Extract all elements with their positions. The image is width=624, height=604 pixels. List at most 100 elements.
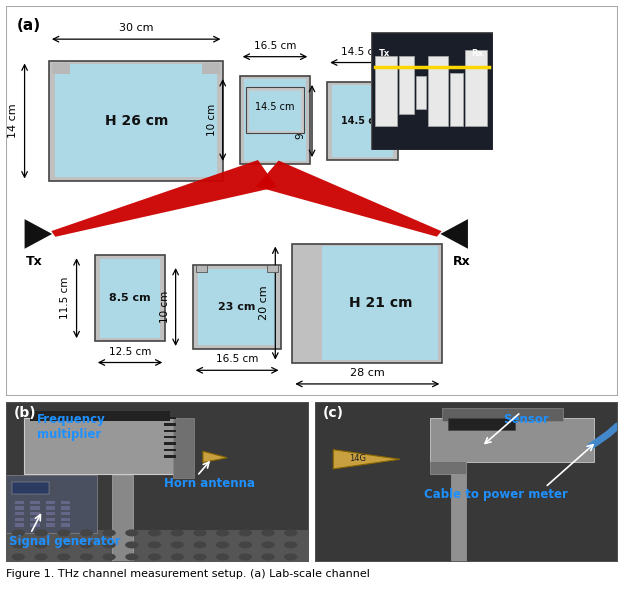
Bar (49, 60, 223, 181)
Text: Horn antenna: Horn antenna (163, 477, 255, 490)
Bar (332, 85, 392, 157)
Bar (430, 461, 466, 474)
Bar (61, 507, 70, 510)
Circle shape (12, 541, 25, 548)
Bar (375, 56, 397, 126)
Bar (31, 518, 39, 521)
Circle shape (34, 529, 47, 536)
Bar (293, 243, 442, 362)
Bar (12, 482, 49, 495)
Text: 30 cm: 30 cm (119, 24, 154, 33)
Bar (31, 501, 39, 504)
Bar (442, 408, 563, 421)
Bar (163, 449, 176, 451)
Text: Rx: Rx (471, 48, 483, 57)
Polygon shape (256, 161, 442, 237)
Bar (31, 507, 39, 510)
Bar (6, 475, 97, 533)
Bar (24, 418, 176, 474)
Bar (163, 455, 176, 458)
Circle shape (170, 541, 184, 548)
Bar (429, 56, 448, 126)
Bar (163, 443, 176, 445)
Text: 20 cm: 20 cm (259, 286, 269, 320)
Bar (163, 429, 176, 432)
Text: 14G: 14G (349, 454, 366, 463)
Text: (c): (c) (323, 406, 344, 420)
Text: Cable to power meter: Cable to power meter (424, 488, 568, 501)
Circle shape (125, 529, 139, 536)
Bar (31, 411, 170, 421)
Bar (399, 56, 414, 115)
Circle shape (284, 529, 298, 536)
Text: Tx: Tx (379, 48, 390, 57)
Text: 11.5 cm: 11.5 cm (61, 277, 71, 320)
Circle shape (284, 541, 298, 548)
Circle shape (261, 541, 275, 548)
Bar (323, 246, 438, 360)
Text: Tx: Tx (26, 255, 42, 268)
Bar (46, 507, 55, 510)
Bar (31, 523, 39, 527)
Bar (46, 523, 55, 527)
Circle shape (80, 541, 93, 548)
Circle shape (261, 553, 275, 561)
Bar (16, 512, 24, 515)
Text: 8.5 cm: 8.5 cm (109, 293, 151, 303)
Text: 28 cm: 28 cm (350, 368, 385, 378)
Bar (52, 63, 71, 74)
Bar (451, 474, 466, 562)
Circle shape (102, 529, 116, 536)
Bar (246, 88, 304, 133)
Circle shape (284, 553, 298, 561)
Text: (a): (a) (17, 18, 41, 33)
Polygon shape (333, 449, 400, 469)
Polygon shape (24, 219, 52, 249)
Text: 23 cm: 23 cm (218, 302, 256, 312)
Bar (61, 512, 70, 515)
Text: 9.5 cm: 9.5 cm (296, 103, 306, 139)
Bar (163, 417, 176, 419)
Circle shape (57, 553, 71, 561)
Text: 14.5 cm: 14.5 cm (255, 102, 295, 112)
Bar (16, 518, 24, 521)
Circle shape (238, 541, 252, 548)
Text: 16.5 cm: 16.5 cm (216, 355, 258, 364)
Text: Rx: Rx (453, 255, 470, 268)
Text: 16.5 cm: 16.5 cm (254, 41, 296, 51)
Bar (55, 65, 217, 178)
Bar (100, 259, 160, 338)
Text: (b): (b) (14, 406, 36, 420)
Bar (416, 76, 426, 109)
Circle shape (57, 541, 71, 548)
Bar (95, 255, 165, 341)
Text: 14.5 cm: 14.5 cm (341, 47, 384, 57)
Circle shape (12, 553, 25, 561)
Circle shape (80, 553, 93, 561)
Bar (244, 79, 306, 161)
Bar (61, 523, 70, 527)
Circle shape (193, 541, 207, 548)
Text: Frequency
multiplier: Frequency multiplier (36, 413, 105, 441)
Circle shape (12, 529, 25, 536)
Circle shape (80, 529, 93, 536)
Circle shape (125, 553, 139, 561)
Circle shape (34, 541, 47, 548)
Polygon shape (441, 219, 468, 249)
Text: 10 cm: 10 cm (160, 291, 170, 323)
Bar (198, 269, 276, 345)
Bar (266, 265, 278, 272)
Bar (112, 475, 134, 562)
Circle shape (148, 553, 161, 561)
Polygon shape (51, 160, 277, 237)
Bar (31, 512, 39, 515)
Text: H 21 cm: H 21 cm (349, 296, 412, 310)
Circle shape (216, 541, 229, 548)
Bar (16, 501, 24, 504)
Circle shape (238, 529, 252, 536)
Text: Signal generator: Signal generator (9, 535, 121, 547)
Circle shape (261, 529, 275, 536)
Text: Sensor: Sensor (503, 413, 548, 426)
Bar (61, 501, 70, 504)
Bar (46, 518, 55, 521)
